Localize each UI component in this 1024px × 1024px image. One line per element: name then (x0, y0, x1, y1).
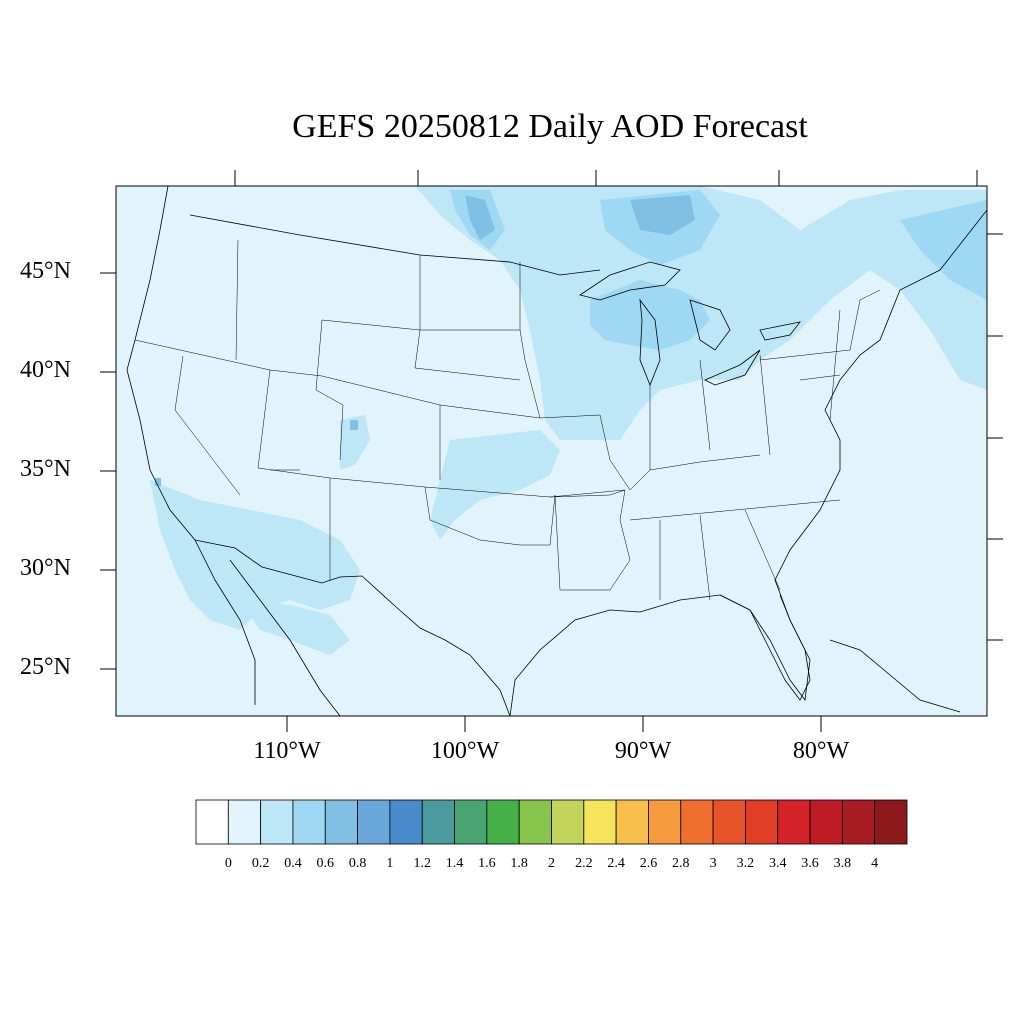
caribbean-islands (829, 639, 961, 713)
lake-erie (704, 349, 761, 386)
lake-superior (579, 261, 681, 301)
colorbar-tick-label: 2.4 (607, 856, 625, 871)
colorbar-tick-label: 3.6 (801, 856, 819, 871)
colorbar-tick-label: 0.4 (284, 856, 302, 871)
aod-plume-mexico (240, 600, 350, 655)
colorbar-tick-label: 2.6 (639, 856, 658, 871)
colorbar-swatch (324, 799, 358, 845)
colorbar-swatch (292, 799, 326, 845)
colorbar-swatch (260, 799, 294, 845)
colorbar-swatch (454, 799, 488, 845)
aod-plume-colorado (340, 415, 370, 470)
colorbar-tick-label: 0.2 (251, 856, 270, 871)
colorbar-swatch (551, 799, 585, 845)
colorbar-swatch (195, 799, 229, 845)
baja-peninsula (194, 539, 256, 705)
colorbar-swatch (809, 799, 843, 845)
colorbar-swatch (421, 799, 455, 845)
colorbar-tick-label: 2 (548, 856, 555, 871)
lat-label-35: 35°N (20, 456, 71, 482)
colorbar-swatch (583, 799, 617, 845)
aod-plume-great-lakes (590, 280, 710, 350)
colorbar-tick-label: 3.2 (736, 856, 755, 871)
lon-label-90w: 90°W (614, 738, 672, 764)
colorbar-tick-label: 3 (709, 856, 717, 871)
colorbar-swatch (389, 799, 423, 845)
right-ticks (987, 233, 1003, 641)
colorbar-swatch (874, 799, 908, 845)
colorbar-swatch (841, 799, 876, 845)
lat-label-40: 40°N (20, 357, 71, 383)
lat-label-45: 45°N (20, 258, 71, 284)
page-title: GEFS 20250812 Daily AOD Forecast (292, 108, 808, 145)
colorbar-tick-label: 0 (224, 856, 232, 871)
colorbar-tick-label: 4 (871, 856, 879, 871)
colorbar-tick-label: 1.4 (445, 856, 464, 871)
colorbar-swatch (227, 799, 262, 845)
aod-field (150, 186, 987, 655)
colorbar-tick-label: 3.4 (768, 856, 787, 871)
mexico-mainland-coast (229, 559, 341, 716)
west-coast-line (126, 186, 196, 541)
colorbar-tick-label: 1.2 (413, 856, 431, 871)
state-borders (134, 239, 881, 601)
aod-plume-southwest (150, 480, 360, 630)
us-north-border (189, 214, 601, 276)
colorbar-swatch (615, 799, 649, 845)
colorbar-swatch (745, 799, 779, 845)
colorbar-tick-label: 0.8 (348, 856, 367, 871)
colorbar-swatch (648, 799, 682, 845)
map-frame (115, 185, 988, 717)
boundary-lines (126, 186, 987, 716)
colorbar-swatch (712, 799, 746, 845)
aod-core-minnesota (465, 195, 495, 240)
colorbar-swatch (680, 799, 714, 845)
lon-label-80w: 80°W (792, 738, 850, 764)
colorbar-tick-label: 0.6 (316, 856, 335, 871)
left-ticks (100, 272, 116, 670)
colorbar-swatch (486, 799, 520, 845)
lon-label-110w: 110°W (253, 738, 321, 764)
aod-core-ontario (630, 195, 695, 235)
lake-huron (689, 299, 731, 351)
colorbar-tick-label: 1.6 (478, 856, 496, 871)
florida (719, 594, 811, 701)
lon-label-100w: 100°W (430, 738, 500, 764)
colorbar-tick-label: 2.2 (575, 856, 593, 871)
colorbar-tick-label: 1.8 (510, 856, 528, 871)
lat-label-25: 25°N (20, 654, 71, 680)
colorbar-tick-label: 3.8 (833, 856, 852, 871)
lat-label-30: 30°N (20, 555, 71, 581)
colorbar-swatch (518, 799, 552, 845)
colorbar-swatch (357, 799, 391, 845)
colorbar-tick-label: 2.8 (672, 856, 690, 871)
us-mexico-border (194, 539, 511, 716)
colorbar-tick-label: 1 (386, 856, 394, 871)
colorbar (195, 799, 908, 845)
top-ticks (234, 170, 978, 186)
aod-plume-northeast (900, 200, 987, 300)
bottom-ticks (286, 716, 822, 732)
colorbar-swatch (777, 799, 811, 845)
aod-core-california (155, 478, 161, 486)
aod-core-colorado (350, 420, 358, 430)
aod-plume-plains (430, 430, 560, 540)
lake-ontario (759, 321, 801, 341)
